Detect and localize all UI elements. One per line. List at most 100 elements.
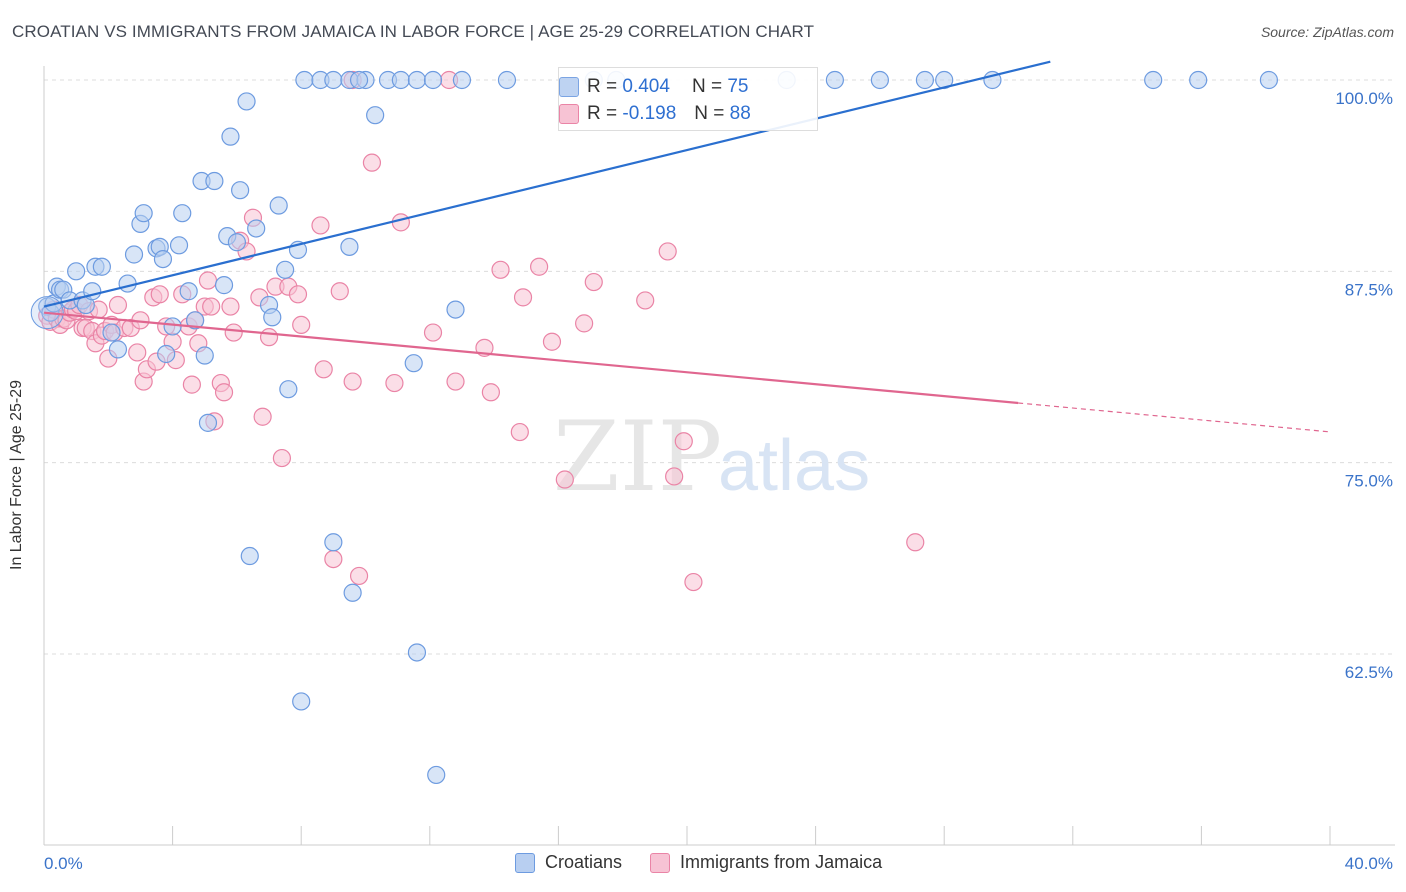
point-jamaica [665,467,684,486]
chart-title: CROATIAN VS IMMIGRANTS FROM JAMAICA IN L… [12,22,815,41]
point-croatians [195,346,214,365]
point-jamaica [349,566,369,586]
watermark-zip: ZIP [553,401,722,513]
point-croatians [452,70,472,90]
point-croatians [240,546,259,566]
point-croatians [163,317,182,336]
y-tick-label: 75.0% [1345,472,1393,491]
point-jamaica [674,432,693,451]
point-croatians [186,311,205,330]
trend-lines [43,60,1331,433]
point-croatians [227,233,246,252]
point-jamaica [362,153,382,172]
point-jamaica [542,332,562,351]
point-croatians [340,237,359,256]
point-jamaica [555,470,574,489]
point-croatians [497,70,517,90]
point-croatians [295,70,314,90]
point-jamaica [513,288,533,307]
point-croatians [169,236,189,255]
point-croatians [1144,70,1163,90]
point-croatians [446,300,465,319]
point-jamaica [684,572,703,592]
point-croatians [67,262,86,281]
point-croatians [391,70,410,90]
point-croatians [366,106,385,125]
point-croatians [134,204,153,223]
tick-labels: 100.0% 87.5% 75.0% 62.5% 0.0% 40.0% [44,89,1393,873]
n-value: 75 [727,76,749,97]
legend-item-jamaica[interactable]: Immigrants from Jamaica [650,852,882,873]
trend-jamaica [43,311,1019,405]
r-value: 0.404 [622,76,670,97]
point-croatians [407,643,427,662]
point-croatians [102,323,121,342]
series-legend: Croatians Immigrants from Jamaica [515,852,910,873]
point-croatians [214,276,234,295]
axes [43,66,1395,846]
trend-jamaica-extension [1018,402,1331,433]
point-croatians [263,308,282,327]
point-croatians [870,70,890,90]
point-jamaica [224,323,243,342]
point-jamaica [108,295,128,315]
point-croatians [205,171,224,191]
point-croatians [269,196,288,215]
point-jamaica [221,297,240,316]
point-jamaica [491,260,510,279]
point-croatians [1189,70,1208,90]
point-jamaica [198,271,218,290]
point-jamaica [253,407,272,426]
point-jamaica [423,323,443,342]
point-croatians [915,70,935,90]
point-croatians [237,92,256,111]
trend-croatians [43,60,1051,308]
point-jamaica [314,360,333,379]
point-croatians [423,70,443,90]
blue-swatch-icon [515,852,535,873]
point-croatians [292,692,311,711]
point-croatians [276,260,295,279]
point-jamaica [202,297,221,316]
x-tick-label: 40.0% [1345,854,1393,873]
point-croatians [349,70,369,90]
point-jamaica [330,282,349,301]
point-croatians [118,274,137,293]
watermark-atlas: atlas [718,426,870,506]
point-jamaica [214,383,234,402]
point-croatians [221,127,240,146]
r-label: R = [587,76,618,97]
point-croatians [324,533,343,552]
source-label: Source: ZipAtlas.com [1260,24,1394,40]
point-croatians [231,181,250,200]
r-label: R = [587,103,618,124]
point-jamaica [182,375,201,394]
point-croatians [427,765,446,785]
point-jamaica [150,285,169,304]
legend-label-croatians: Croatians [545,852,623,872]
point-jamaica [391,213,410,232]
x-tick-label: 0.0% [44,854,83,873]
point-jamaica [530,257,549,276]
legend-row-jamaica: R = -0.198 N = 88 [559,101,751,127]
point-jamaica [385,373,404,393]
point-jamaica [575,314,594,333]
legend-row-croatians: R = 0.404 N = 75 [559,74,749,100]
point-croatians [173,204,192,223]
legend-item-croatians[interactable]: Croatians [515,852,622,873]
point-croatians [179,282,198,301]
legend-label-jamaica: Immigrants from Jamaica [680,852,883,872]
pink-swatch-icon [650,852,671,873]
point-croatians [279,380,298,399]
y-tick-label: 62.5% [1345,663,1393,682]
point-jamaica [259,328,279,347]
y-tick-label: 87.5% [1345,280,1393,299]
point-jamaica [324,549,343,569]
n-label: N = [691,76,723,97]
n-value: 88 [729,103,751,124]
point-croatians [157,344,176,364]
point-jamaica [906,533,925,552]
point-croatians [247,219,266,238]
point-jamaica [288,285,308,304]
point-croatians [324,70,343,90]
